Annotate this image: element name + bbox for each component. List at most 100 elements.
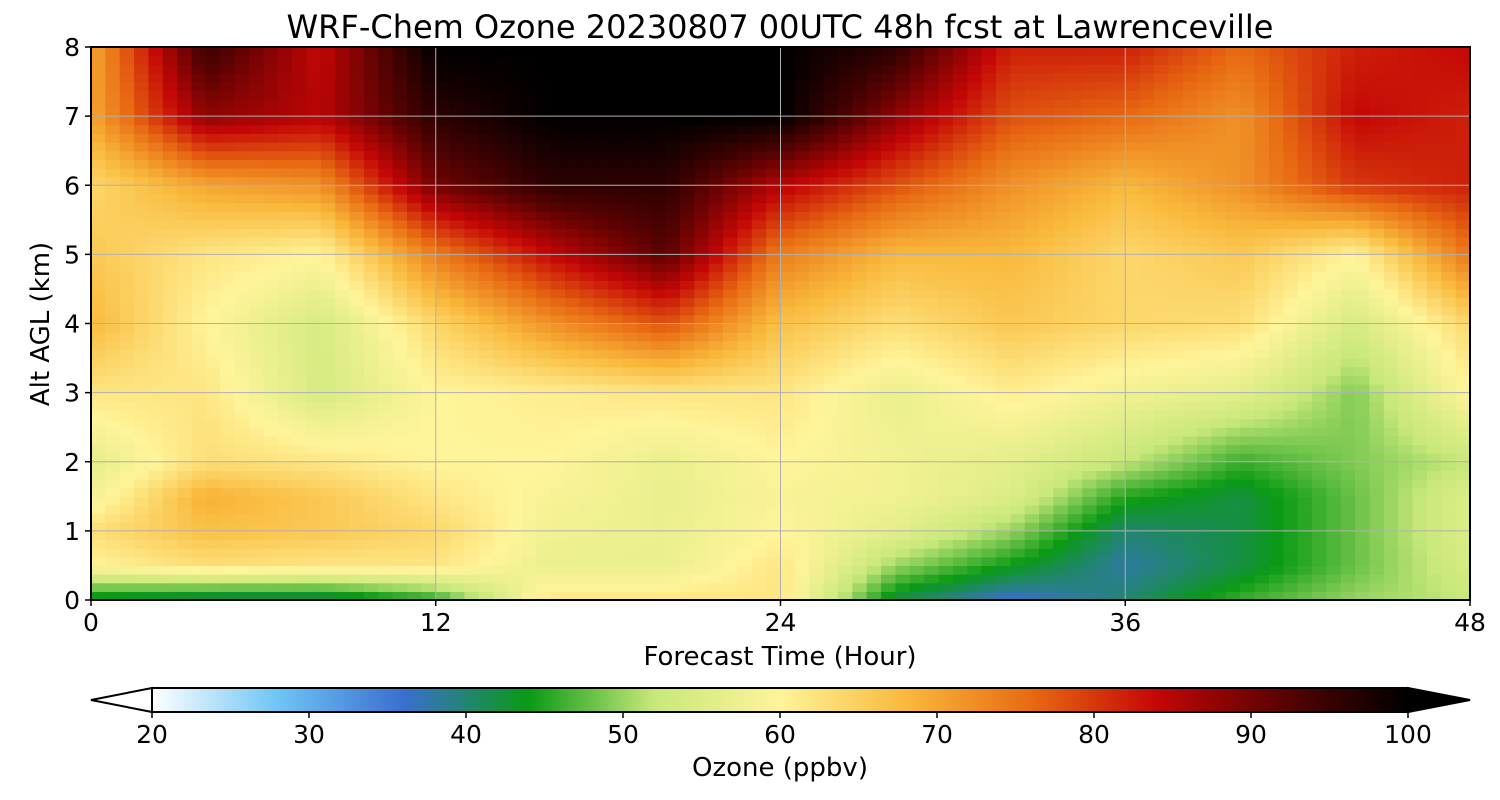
heatmap-cell (708, 237, 724, 247)
heatmap-cell (679, 487, 695, 497)
heatmap-cell (737, 306, 753, 316)
heatmap-cell (91, 401, 106, 411)
heatmap-cell (205, 366, 221, 376)
heatmap-cell (881, 271, 897, 281)
heatmap-cell (249, 461, 264, 471)
heatmap-cell (493, 565, 509, 575)
heatmap-cell (1311, 522, 1327, 532)
heatmap-cell (1311, 159, 1327, 169)
heatmap-cell (924, 358, 940, 368)
heatmap-cell (565, 332, 580, 342)
heatmap-cell (1067, 453, 1083, 463)
heatmap-cell (1355, 237, 1371, 247)
heatmap-cell (1240, 358, 1256, 368)
heatmap-cell (636, 530, 652, 541)
heatmap-cell (909, 427, 925, 437)
heatmap-cell (1182, 496, 1198, 506)
heatmap-cell (191, 219, 207, 230)
heatmap-cell (651, 288, 667, 299)
heatmap-cell (1254, 487, 1270, 497)
heatmap-cell (349, 150, 365, 160)
heatmap-cell (1383, 401, 1399, 411)
heatmap-cell (1168, 539, 1184, 549)
heatmap-cell (349, 263, 365, 273)
heatmap-cell (536, 530, 552, 541)
heatmap-cell (1053, 444, 1069, 454)
heatmap-cell (1426, 392, 1442, 402)
heatmap-cell (1355, 297, 1371, 307)
heatmap-cell (1225, 254, 1241, 264)
heatmap-cell (536, 288, 552, 299)
heatmap-cell (421, 539, 437, 549)
heatmap-cell (1369, 193, 1385, 204)
heatmap-cell (263, 479, 279, 489)
heatmap-cell (881, 522, 897, 532)
heatmap-cell (550, 504, 566, 515)
heatmap-cell (909, 340, 925, 351)
heatmap-cell (1441, 176, 1457, 186)
heatmap-cell (565, 504, 580, 515)
heatmap-cell (1240, 288, 1256, 299)
heatmap-cell (1369, 375, 1385, 385)
heatmap-cell (162, 504, 178, 515)
heatmap-cell (1268, 263, 1284, 273)
heatmap-cell (1297, 237, 1313, 247)
heatmap-cell (881, 150, 897, 160)
heatmap-cell (205, 237, 221, 247)
heatmap-cell (392, 332, 408, 342)
heatmap-cell (450, 375, 466, 385)
heatmap-cell (493, 280, 509, 290)
heatmap-cell (766, 280, 782, 290)
heatmap-cell (1426, 263, 1442, 273)
heatmap-cell (751, 314, 767, 325)
heatmap-cell (507, 522, 523, 532)
heatmap-cell (1412, 418, 1428, 428)
heatmap-cell (148, 202, 164, 212)
heatmap-cell (766, 435, 782, 446)
heatmap-cell (938, 245, 954, 255)
heatmap-cell (536, 582, 552, 592)
heatmap-cell (1168, 522, 1184, 532)
heatmap-cell (1240, 409, 1256, 420)
heatmap-cell (1455, 383, 1470, 394)
heatmap-cell (91, 548, 106, 558)
heatmap-cell (306, 297, 322, 307)
heatmap-cell (780, 375, 796, 385)
heatmap-cell (1110, 530, 1126, 541)
heatmap-cell (435, 496, 451, 506)
heatmap-cell (1153, 409, 1169, 420)
heatmap-cell (450, 358, 466, 368)
heatmap-cell (1053, 470, 1069, 480)
heatmap-cell (378, 556, 394, 567)
heatmap-cell (536, 167, 552, 178)
heatmap-cell (1039, 409, 1055, 420)
heatmap-cell (91, 167, 106, 178)
heatmap-cell (1240, 366, 1256, 376)
heatmap-cell (995, 539, 1011, 549)
heatmap-cell (119, 142, 135, 152)
heatmap-cell (1355, 470, 1371, 480)
heatmap-cell (1455, 548, 1470, 558)
heatmap-cell (622, 159, 638, 169)
heatmap-cell (249, 383, 264, 394)
heatmap-cell (1024, 288, 1040, 299)
heatmap-cell (837, 479, 853, 489)
heatmap-cell (636, 254, 652, 264)
heatmap-cell (852, 548, 868, 558)
heatmap-cell (363, 202, 379, 212)
heatmap-cell (881, 193, 897, 204)
heatmap-cell (421, 435, 437, 446)
heatmap-cell (1053, 427, 1069, 437)
heatmap-cell (464, 453, 480, 463)
heatmap-cell (981, 591, 997, 600)
heatmap-cell (1024, 470, 1040, 480)
heatmap-cell (809, 254, 825, 264)
heatmap-cell (1412, 358, 1428, 368)
heatmap-cell (952, 582, 968, 592)
heatmap-cell (421, 245, 437, 255)
heatmap-cell (335, 245, 351, 255)
heatmap-cell (1225, 314, 1241, 325)
heatmap-cell (995, 349, 1011, 359)
heatmap-cell (723, 211, 738, 221)
heatmap-cell (435, 574, 451, 584)
